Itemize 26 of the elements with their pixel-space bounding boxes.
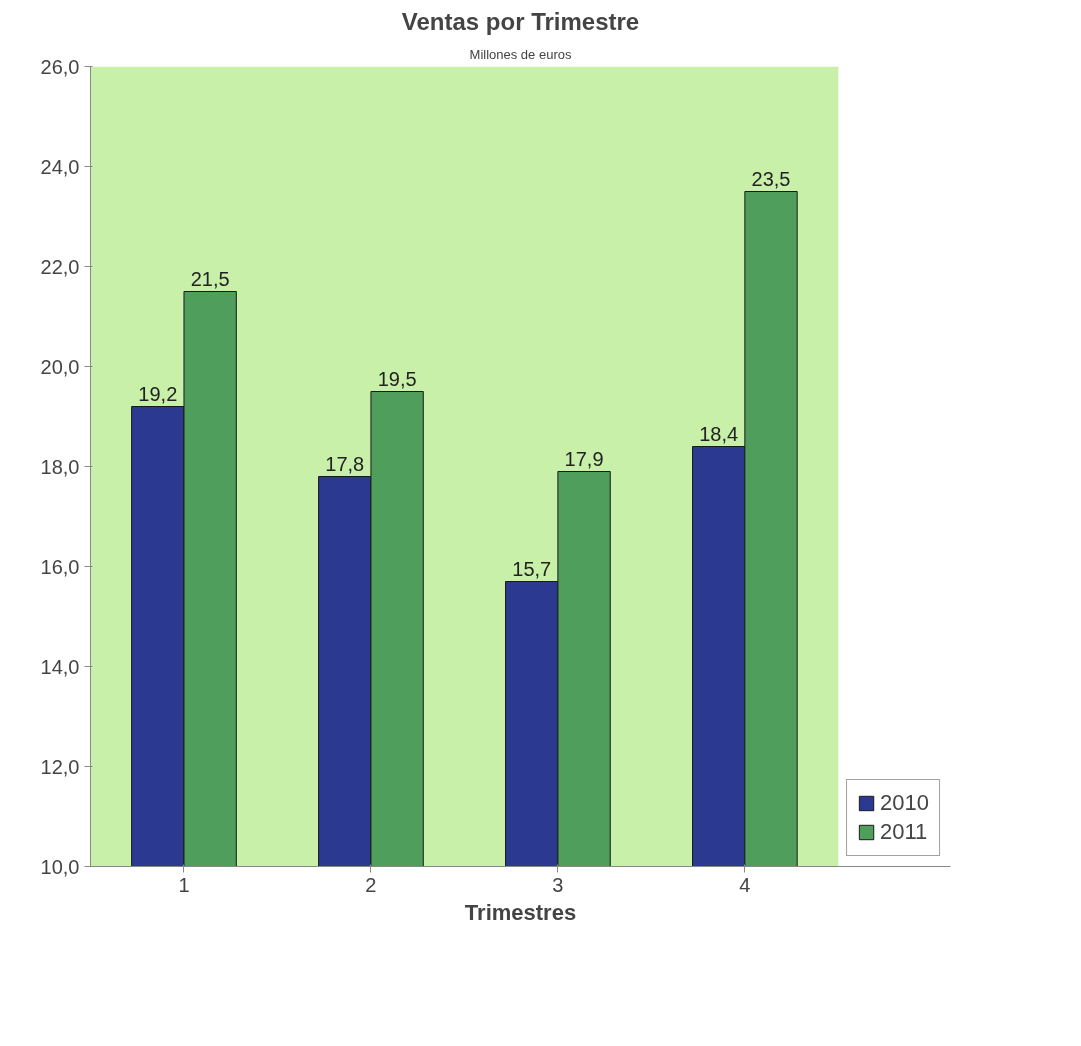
legend-label: 2011 — [880, 819, 928, 845]
y-tick-label: 18,0 — [40, 455, 80, 478]
y-tick-label: 26,0 — [40, 55, 80, 78]
data-label: 15,7 — [512, 557, 552, 580]
y-tick-label: 22,0 — [40, 255, 80, 278]
y-tick-label: 24,0 — [40, 155, 80, 178]
y-tick-label: 12,0 — [40, 755, 80, 778]
x-tick-label: 4 — [739, 873, 751, 896]
data-label: 17,9 — [564, 447, 604, 470]
data-label: 19,5 — [377, 367, 417, 390]
data-label: 19,2 — [138, 382, 178, 405]
data-label: 21,5 — [190, 267, 230, 290]
x-axis-title: Trimestres — [464, 899, 577, 925]
y-tick-label: 10,0 — [40, 855, 80, 878]
y-tick-label: 14,0 — [40, 655, 80, 678]
data-label: 17,8 — [325, 452, 365, 475]
y-tick-label: 20,0 — [40, 355, 80, 378]
x-tick-label: 2 — [365, 873, 377, 896]
chart-subtitle: Millones de euros — [469, 46, 572, 62]
legend-label: 2010 — [880, 790, 929, 816]
data-label: 23,5 — [751, 167, 791, 190]
data-label: 18,4 — [699, 422, 739, 445]
x-tick-label: 1 — [178, 873, 190, 896]
x-tick-label: 3 — [552, 873, 564, 896]
chart-title: Ventas por Trimestre — [401, 7, 640, 35]
y-tick-label: 16,0 — [40, 555, 80, 578]
